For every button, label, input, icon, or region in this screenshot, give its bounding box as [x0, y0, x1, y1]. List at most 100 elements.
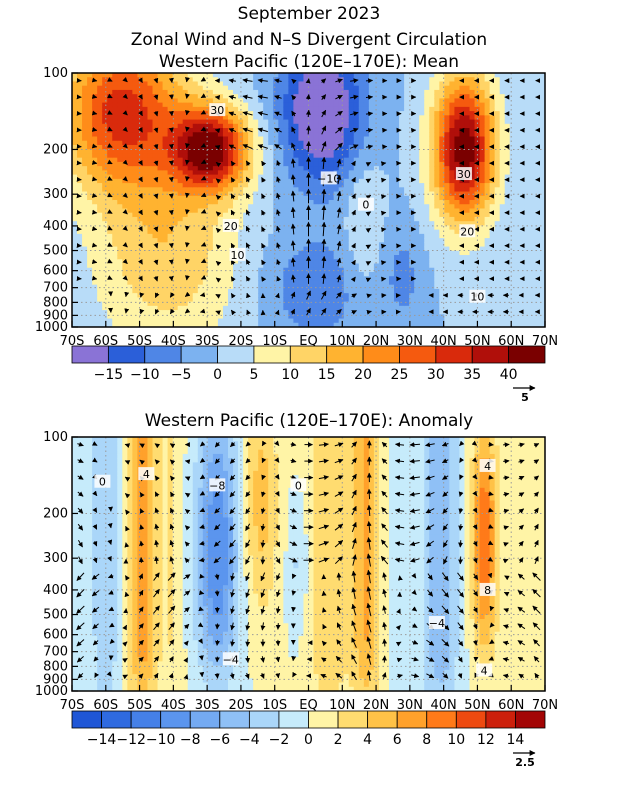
mean-field-cell: [137, 81, 144, 87]
mean-field-cell: [278, 305, 284, 311]
mean-field-cell: [112, 183, 118, 188]
mean-field-cell: [454, 77, 461, 83]
mean-field-cell: [419, 250, 425, 256]
mean-field-cell: [283, 238, 289, 243]
mean-field-cell: [182, 106, 189, 112]
mean-field-cell: [268, 106, 274, 112]
mean-field-cell: [147, 187, 154, 193]
mean-field-cell: [308, 310, 315, 315]
mean-field-cell: [212, 140, 219, 146]
mean-field-cell: [474, 263, 481, 269]
mean-field-cell: [278, 255, 284, 260]
mean-field-cell: [157, 132, 164, 138]
mean-field-cell: [293, 157, 300, 163]
mean-field-cell: [389, 195, 395, 201]
mean-field-cell: [233, 157, 239, 163]
mean-field-cell: [92, 115, 98, 121]
mean-field-cell: [399, 200, 405, 205]
mean-field-cell: [132, 276, 139, 282]
mean-field-cell: [122, 246, 128, 252]
mean-field-cell: [147, 314, 154, 320]
mean-field-cell: [117, 123, 123, 129]
mean-field-cell: [348, 297, 355, 303]
mean-field-cell: [147, 136, 154, 142]
mean-field-cell: [439, 221, 445, 226]
mean-field-cell: [373, 85, 380, 91]
mean-field-cell: [343, 149, 350, 155]
mean-field-cell: [298, 140, 305, 146]
mean-field-cell: [469, 106, 476, 112]
mean-field-cell: [127, 250, 133, 256]
mean-field-cell: [389, 310, 395, 315]
mean-field-cell: [338, 119, 345, 125]
mean-field-cell: [368, 153, 375, 159]
mean-field-cell: [399, 81, 405, 87]
mean-field-cell: [132, 73, 139, 78]
mean-field-cell: [167, 73, 174, 78]
mean-field-cell: [464, 153, 471, 159]
mean-field-cell: [82, 195, 88, 201]
mean-field-cell: [459, 98, 466, 104]
mean-field-cell: [253, 216, 259, 222]
mean-field-cell: [409, 280, 415, 286]
mean-field-cell: [137, 123, 144, 129]
mean-field-cell: [162, 221, 169, 226]
mean-field-cell: [273, 195, 279, 201]
mean-field-cell: [348, 301, 355, 307]
mean-field-cell: [303, 284, 310, 290]
mean-field-cell: [328, 81, 335, 87]
mean-field-cell: [212, 204, 219, 210]
mean-field-cell: [107, 212, 113, 218]
mean-field-cell: [368, 246, 375, 252]
mean-field-cell: [147, 123, 154, 129]
mean-field-cell: [429, 271, 435, 277]
mean-field-cell: [92, 229, 98, 235]
mean-field-cell: [348, 314, 355, 320]
mean-field-cell: [303, 314, 310, 320]
mean-field-cell: [363, 267, 370, 273]
mean-field-cell: [167, 161, 174, 167]
mean-field-cell: [449, 216, 456, 222]
mean-field-cell: [162, 208, 169, 214]
mean-field-cell: [127, 293, 133, 298]
mean-field-cell: [172, 166, 179, 171]
mean-field-cell: [338, 288, 345, 294]
mean-field-cell: [459, 238, 466, 243]
mean-field-cell: [162, 276, 169, 282]
mean-field-cell: [368, 242, 375, 248]
mean-field-cell: [172, 288, 179, 294]
mean-field-cell: [132, 195, 139, 201]
mean-field-cell: [444, 216, 450, 222]
mean-field-cell: [72, 293, 78, 298]
mean-field-cell: [72, 111, 78, 116]
mean-field-cell: [318, 161, 325, 167]
mean-field-cell: [394, 149, 400, 155]
mean-field-cell: [358, 293, 365, 298]
mean-field-cell: [222, 183, 229, 188]
mean-field-cell: [263, 242, 269, 248]
mean-field-cell: [394, 81, 400, 87]
mean-field-cell: [479, 301, 486, 307]
mean-field-cell: [207, 123, 214, 129]
mean-field-cell: [293, 191, 300, 197]
mean-field-cell: [389, 73, 395, 78]
mean-field-cell: [353, 263, 360, 269]
mean-field-cell: [248, 119, 254, 125]
mean-field-cell: [373, 153, 380, 159]
mean-field-cell: [258, 106, 264, 112]
mean-field-cell: [273, 119, 279, 125]
mean-field-cell: [313, 314, 320, 320]
mean-field-cell: [107, 149, 113, 155]
mean-field-cell: [459, 204, 466, 210]
mean-field-cell: [167, 318, 174, 324]
mean-field-cell: [102, 293, 108, 298]
mean-field-cell: [343, 153, 350, 159]
mean-field-cell: [212, 250, 219, 256]
mean-field-cell: [187, 301, 194, 307]
mean-field-cell: [117, 297, 123, 303]
mean-field-cell: [248, 255, 254, 260]
mean-field-cell: [172, 77, 179, 83]
mean-field-cell: [167, 305, 174, 311]
mean-field-cell: [102, 208, 108, 214]
mean-field-cell: [77, 200, 83, 205]
